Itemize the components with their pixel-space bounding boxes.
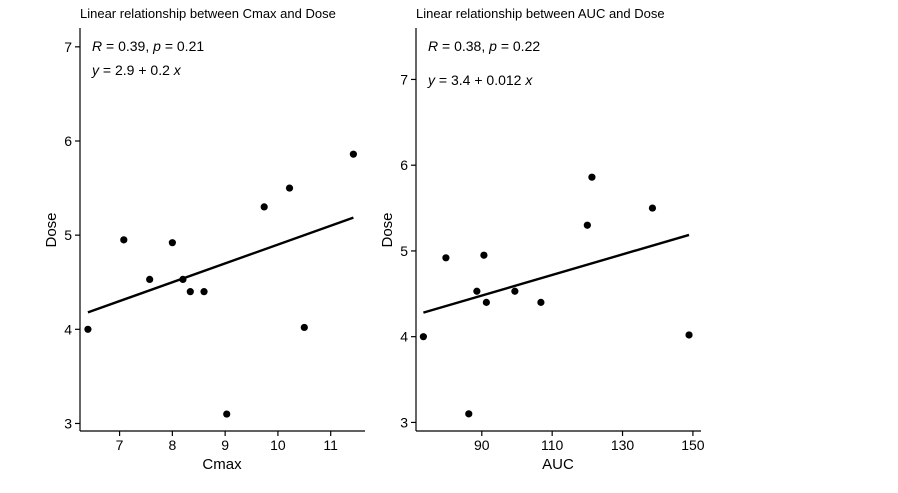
panel-title: Linear relationship between AUC and Dose [416, 6, 665, 21]
data-point [260, 203, 268, 211]
x-tick-label: 11 [323, 437, 338, 453]
data-point [465, 410, 473, 418]
plot-area: 3 4 5 6 7 7 8 9 10 11 R = 0.39, p = 0.21 y = 2.9 + … [64, 28, 365, 453]
x-tick-label: 8 [168, 437, 176, 453]
data-point [186, 288, 194, 296]
data-point [480, 251, 488, 259]
data-point [537, 298, 545, 306]
y-tick-label: 6 [400, 157, 408, 173]
data-point [419, 333, 427, 341]
data-point [588, 173, 596, 181]
x-axis-title: Cmax [202, 456, 242, 473]
x-tick-label: 7 [116, 437, 124, 453]
x-tick-label: 10 [270, 437, 286, 453]
data-point [349, 150, 357, 158]
regression-equation: y = 2.9 + 0.2 x [91, 62, 182, 78]
y-tick-label: 7 [400, 71, 408, 87]
data-point [84, 325, 92, 333]
plot-area: 3 4 5 6 7 90 110 130 150 R = 0.38, p = 0.22 y = 3.… [400, 28, 705, 453]
data-point [120, 236, 128, 244]
data-point [168, 239, 176, 247]
data-point [285, 184, 294, 192]
data-point [685, 331, 693, 339]
regression-line [423, 233, 690, 314]
panel-title: Linear relationship between Cmax and Dos… [80, 6, 336, 21]
data-point [583, 221, 591, 229]
data-point [511, 287, 519, 295]
y-tick-label: 4 [400, 329, 408, 345]
correlation-annotation: R = 0.38, p = 0.22 [428, 38, 540, 54]
data-point [473, 287, 481, 295]
x-tick-label: 110 [541, 437, 564, 453]
regression-equation: y = 3.4 + 0.012 x [427, 72, 533, 88]
x-tick-label: 150 [681, 437, 705, 453]
data-point [200, 288, 208, 296]
correlation-annotation: R = 0.39, p = 0.21 [92, 38, 204, 54]
y-tick-label: 7 [64, 39, 72, 55]
data-point [482, 298, 490, 306]
y-tick-label: 5 [64, 227, 72, 243]
y-tick-label: 4 [64, 321, 72, 337]
data-point [442, 254, 450, 262]
data-point [648, 204, 657, 212]
x-tick-label: 130 [611, 437, 635, 453]
x-tick-label: 9 [221, 437, 229, 453]
data-point [223, 410, 231, 418]
regression-line [87, 216, 354, 314]
data-point [300, 323, 308, 332]
y-axis-title: Dose [43, 212, 60, 247]
y-tick-label: 5 [400, 243, 408, 259]
x-tick-label: 90 [474, 437, 490, 453]
x-axis-title: AUC [542, 456, 574, 473]
y-axis-title: Dose [379, 212, 396, 247]
y-tick-label: 3 [400, 414, 408, 430]
auc-dose-panel: Linear relationship between AUC and Dose… [379, 6, 705, 473]
data-point [146, 275, 154, 284]
y-tick-label: 6 [64, 133, 72, 149]
cmax-dose-panel: Linear relationship between Cmax and Dos… [43, 6, 365, 473]
data-point [179, 275, 187, 284]
y-tick-label: 3 [64, 415, 72, 431]
